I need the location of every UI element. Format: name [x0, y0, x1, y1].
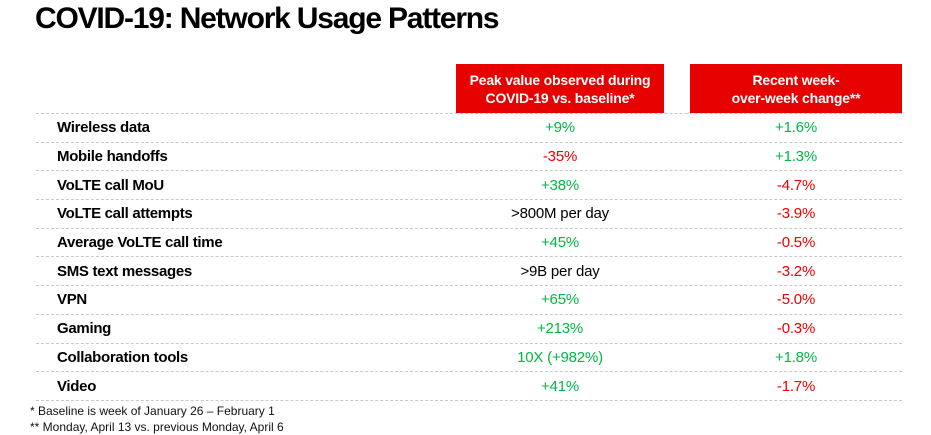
table-row: VoLTE call attempts >800M per day -3.9%: [36, 200, 902, 229]
wow-value: -3.9%: [776, 205, 816, 223]
table-row: SMS text messages >9B per day -3.2%: [36, 257, 902, 287]
column-header-peak-line1: Peak value observed during: [469, 71, 651, 88]
peak-value: >800M per day: [511, 205, 609, 223]
peak-value: +213%: [536, 320, 584, 338]
row-label: Video: [57, 377, 97, 395]
wow-value: -4.7%: [776, 176, 816, 194]
wow-value: +1.3%: [775, 148, 817, 166]
column-header-peak: Peak value observed during COVID-19 vs. …: [456, 64, 664, 113]
row-label: VoLTE call MoU: [57, 176, 164, 194]
column-header-wow-line2: over-week change**: [731, 89, 861, 106]
peak-value: -35%: [542, 148, 578, 166]
header-spacer: [36, 64, 456, 113]
peak-value: +65%: [541, 291, 579, 309]
row-label: Collaboration tools: [57, 348, 188, 366]
footnotes: * Baseline is week of January 26 – Febru…: [30, 404, 284, 435]
wow-value: -3.2%: [776, 262, 816, 280]
column-headers: Peak value observed during COVID-19 vs. …: [36, 64, 902, 113]
table-row: Gaming +213% -0.3%: [36, 315, 902, 344]
column-header-wow: Recent week- over-week change**: [690, 64, 902, 113]
wow-value: -0.3%: [776, 320, 816, 338]
usage-table: Wireless data +9% +1.6% Mobile handoffs …: [36, 113, 902, 401]
row-label: Wireless data: [57, 119, 150, 137]
wow-value: -5.0%: [776, 291, 816, 309]
footnote-wow: ** Monday, April 13 vs. previous Monday,…: [30, 419, 284, 434]
peak-value: 10X (+982%): [517, 348, 603, 366]
peak-value: +45%: [541, 234, 579, 252]
wow-value: -1.7%: [776, 377, 816, 395]
table-row: VoLTE call MoU +38% -4.7%: [36, 171, 902, 201]
row-label: Average VoLTE call time: [57, 234, 223, 252]
table-row: Average VoLTE call time +45% -0.5%: [36, 229, 902, 258]
peak-value: +38%: [541, 176, 579, 194]
footnote-baseline: * Baseline is week of January 26 – Febru…: [30, 404, 275, 418]
header-gap: [664, 64, 690, 113]
peak-value: >9B per day: [520, 262, 600, 280]
row-label: Mobile handoffs: [57, 148, 168, 166]
column-header-peak-line2: COVID-19 vs. baseline*: [485, 89, 635, 106]
peak-value: +41%: [541, 377, 579, 395]
table-row: Video +41% -1.7%: [36, 372, 902, 401]
row-label: VoLTE call attempts: [57, 205, 193, 223]
wow-value: +1.8%: [775, 348, 817, 366]
wow-value: +1.6%: [775, 119, 817, 137]
table-row: Wireless data +9% +1.6%: [36, 114, 902, 143]
peak-value: +9%: [545, 119, 575, 137]
table-row: Mobile handoffs -35% +1.3%: [36, 143, 902, 172]
table-row: VPN +65% -5.0%: [36, 286, 902, 315]
row-label: SMS text messages: [57, 262, 192, 280]
wow-value: -0.5%: [776, 234, 816, 252]
table-row: Collaboration tools 10X (+982%) +1.8%: [36, 344, 902, 373]
column-header-wow-line1: Recent week-: [752, 71, 840, 88]
page-title: COVID-19: Network Usage Patterns: [35, 2, 500, 35]
row-label: Gaming: [57, 320, 112, 338]
row-label: VPN: [57, 291, 87, 309]
